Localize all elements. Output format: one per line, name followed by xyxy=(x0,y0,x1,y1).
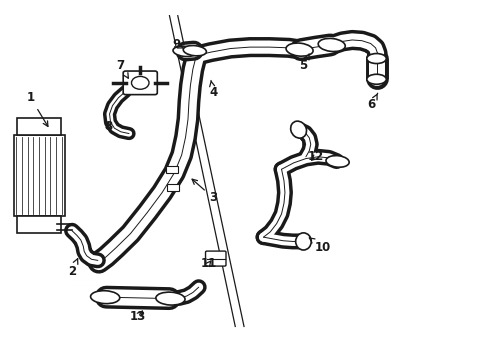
Text: 13: 13 xyxy=(130,310,146,323)
Ellipse shape xyxy=(91,291,120,303)
Text: 9: 9 xyxy=(172,39,184,51)
Ellipse shape xyxy=(367,54,386,64)
FancyBboxPatch shape xyxy=(123,71,157,95)
Ellipse shape xyxy=(326,156,349,167)
Ellipse shape xyxy=(183,46,206,56)
Bar xyxy=(18,216,61,233)
Ellipse shape xyxy=(156,292,185,305)
Text: 10: 10 xyxy=(309,238,331,255)
Bar xyxy=(167,184,179,191)
Bar xyxy=(166,166,178,173)
Ellipse shape xyxy=(367,74,386,84)
Ellipse shape xyxy=(173,46,196,57)
Text: 1: 1 xyxy=(26,91,48,126)
Text: 7: 7 xyxy=(117,59,128,78)
Text: 5: 5 xyxy=(299,54,309,72)
Text: 2: 2 xyxy=(68,259,78,278)
Text: 6: 6 xyxy=(368,93,378,112)
Text: 4: 4 xyxy=(209,80,218,99)
Bar xyxy=(14,135,65,216)
Text: 11: 11 xyxy=(200,257,217,270)
Bar xyxy=(18,118,61,135)
Ellipse shape xyxy=(318,39,345,51)
FancyBboxPatch shape xyxy=(205,251,226,266)
Ellipse shape xyxy=(286,43,313,56)
Circle shape xyxy=(131,76,149,89)
Text: 3: 3 xyxy=(192,179,218,204)
Ellipse shape xyxy=(295,233,311,250)
Ellipse shape xyxy=(291,121,307,138)
Text: 12: 12 xyxy=(308,150,324,163)
Text: 8: 8 xyxy=(104,120,113,133)
